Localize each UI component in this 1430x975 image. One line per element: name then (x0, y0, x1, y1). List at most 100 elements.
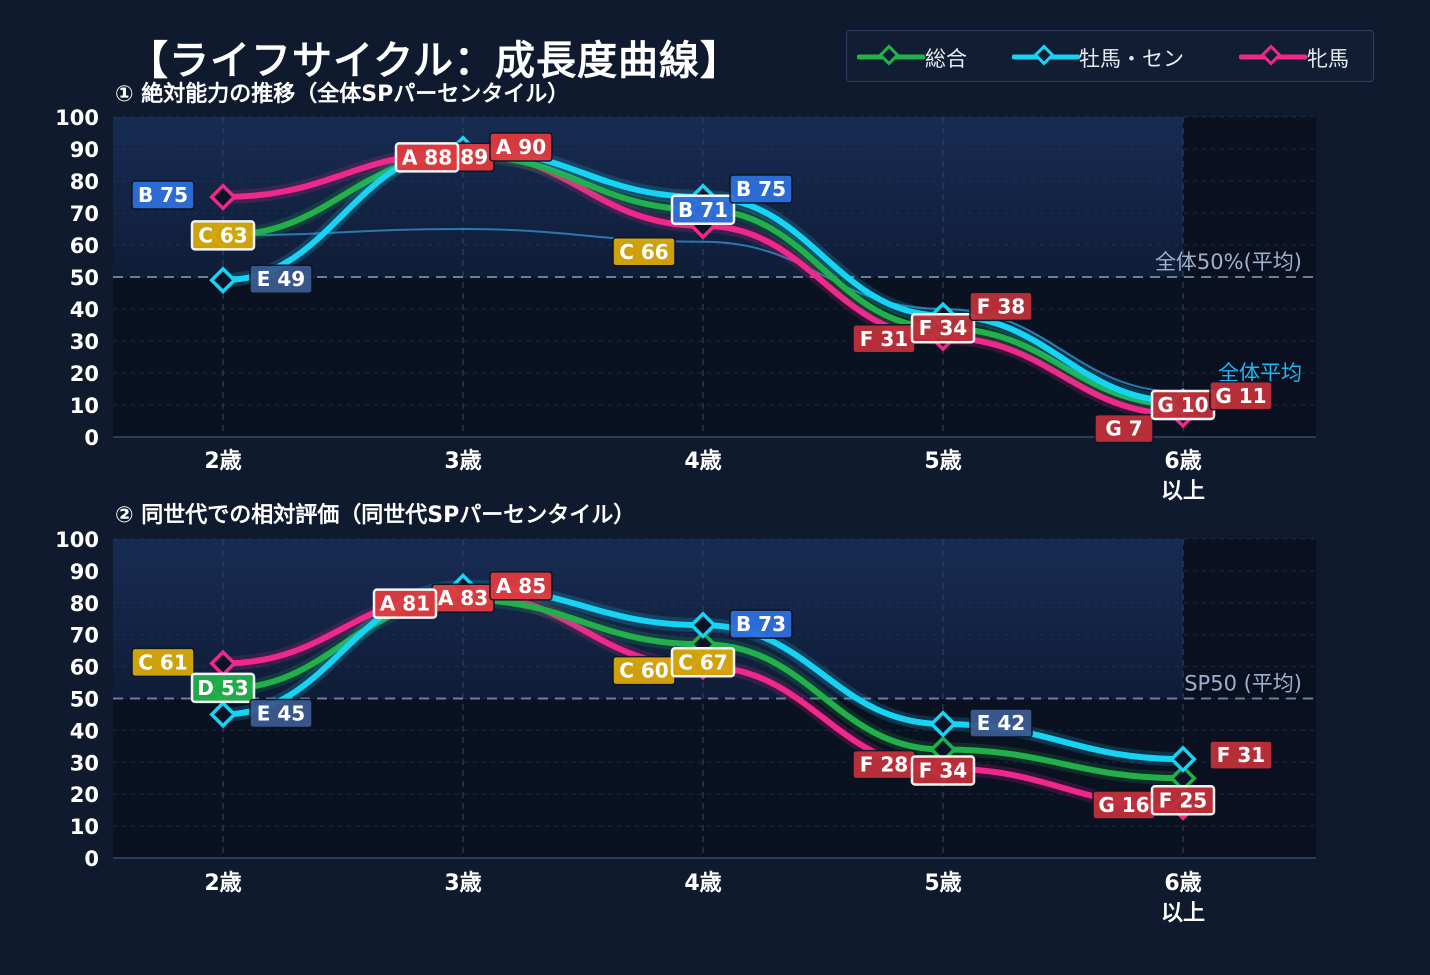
grade-badge: A 83 (431, 583, 495, 613)
data-label: A 83 (438, 586, 488, 610)
badge-bg (489, 571, 553, 601)
grade-badge: G 16 (1092, 790, 1156, 820)
badge-bg (394, 142, 460, 173)
badge-bg (372, 588, 438, 619)
grade-badge: B 73 (729, 609, 793, 639)
data-label: A 85 (496, 574, 546, 598)
y-tick-label: 100 (55, 528, 99, 552)
reference-label: 全体50%(平均) (1155, 250, 1302, 274)
average-curve (222, 227, 1184, 394)
data-label: G 11 (1215, 384, 1266, 408)
y-tick-label: 70 (70, 624, 99, 648)
y-tick-label: 50 (70, 266, 99, 290)
badge-bg (729, 609, 793, 639)
grade-badge: F 31 (1209, 740, 1273, 770)
data-point (929, 735, 957, 764)
grade-badge: E 42 (969, 708, 1033, 738)
data-label: F 31 (1217, 743, 1265, 767)
badge-bg (1150, 785, 1216, 816)
data-point (209, 266, 237, 294)
grade-badge: G 10 (1150, 389, 1216, 421)
grade-badge: F 25 (1150, 785, 1216, 816)
x-tick-label: 5歳 (924, 449, 961, 474)
y-tick-label: 90 (70, 560, 99, 584)
badge-bg (729, 174, 793, 204)
y-tick-label: 90 (70, 138, 99, 162)
y-tick-label: 80 (70, 592, 99, 616)
badge-bg (190, 672, 256, 704)
badge-bg (249, 264, 313, 294)
data-label: C 60 (619, 659, 668, 683)
grade-badge: D 53 (190, 672, 256, 704)
badge-bg (969, 291, 1033, 322)
grade-badge: B 71 (670, 194, 736, 226)
data-label: F 34 (919, 759, 967, 783)
y-tick-label: 10 (70, 815, 99, 839)
panel-title: ② 同世代での相対評価（同世代SPパーセンタイル） (115, 502, 635, 528)
grade-badge: C 61 (131, 647, 195, 678)
data-point (209, 649, 237, 678)
data-label: C 67 (678, 650, 727, 674)
data-point (929, 710, 957, 738)
x-tick-label: 以上 (1161, 901, 1205, 926)
data-label: F 34 (919, 316, 967, 340)
y-tick-label: 40 (70, 719, 99, 743)
data-label: F 25 (1159, 788, 1207, 812)
badge-bg (670, 647, 736, 678)
data-label: E 45 (257, 701, 305, 725)
grade-badge: F 34 (910, 312, 976, 344)
y-tick-label: 80 (70, 170, 99, 194)
grade-badge: C 63 (190, 220, 256, 251)
data-label: G 7 (1105, 417, 1142, 441)
data-label: A 90 (496, 135, 546, 159)
grade-badge: E 49 (249, 264, 313, 294)
badge-bg (489, 132, 553, 162)
legend-swatch (1012, 44, 1081, 66)
data-label: F 28 (860, 753, 908, 777)
data-point (209, 700, 237, 729)
legend-label: 総合 (925, 47, 967, 71)
x-tick-label: 2歳 (204, 449, 241, 474)
data-point (1169, 745, 1197, 773)
y-tick-label: 0 (84, 847, 99, 871)
grade-badge: G 11 (1209, 381, 1273, 411)
data-label: F 38 (977, 294, 1025, 318)
badge-bg (612, 237, 676, 267)
badge-bg (1094, 413, 1154, 444)
badge-bg (910, 312, 976, 344)
y-tick-label: 0 (84, 426, 99, 450)
legend-label: 牡馬・セン (1079, 47, 1184, 71)
x-tick-label: 以上 (1161, 479, 1205, 504)
data-label: A 88 (402, 145, 452, 169)
y-tick-label: 60 (70, 234, 99, 258)
y-tick-label: 40 (70, 298, 99, 322)
grade-badge: F 38 (969, 291, 1033, 322)
x-tick-label: 3歳 (444, 871, 481, 896)
chart-panel-1: 0 10 20 30 40 50 60 70 80 90 100 全体50%(平均) ① 絶対能力の推移… (55, 81, 1316, 504)
x-tick-label: 4歳 (684, 871, 721, 896)
grade-badge: E 45 (249, 698, 313, 729)
data-label: A 81 (380, 592, 430, 616)
data-label: B 73 (736, 612, 786, 636)
badge-bg (910, 755, 976, 786)
legend: 総合 牡馬・セン 牝馬 (846, 30, 1374, 82)
x-tick-label: 3歳 (444, 449, 481, 474)
grade-badge: C 66 (612, 237, 676, 267)
y-tick-label: 60 (70, 656, 99, 680)
y-tick-label: 20 (70, 783, 99, 807)
legend-swatch (857, 44, 926, 66)
data-label: C 66 (619, 240, 668, 264)
data-point (1169, 764, 1197, 793)
y-tick-label: 70 (70, 202, 99, 226)
badge-bg (131, 647, 195, 678)
badge-bg (670, 194, 736, 226)
grade-badge: B 75 (729, 174, 793, 204)
badge-bg (1209, 381, 1273, 411)
grade-badge: A 88 (394, 142, 460, 173)
y-tick-label: 20 (70, 362, 99, 386)
grade-badge: A 81 (372, 588, 438, 619)
data-label: G 16 (1098, 793, 1149, 817)
grade-badge: F 28 (852, 749, 916, 780)
x-tick-label: 6歳 (1164, 871, 1201, 896)
